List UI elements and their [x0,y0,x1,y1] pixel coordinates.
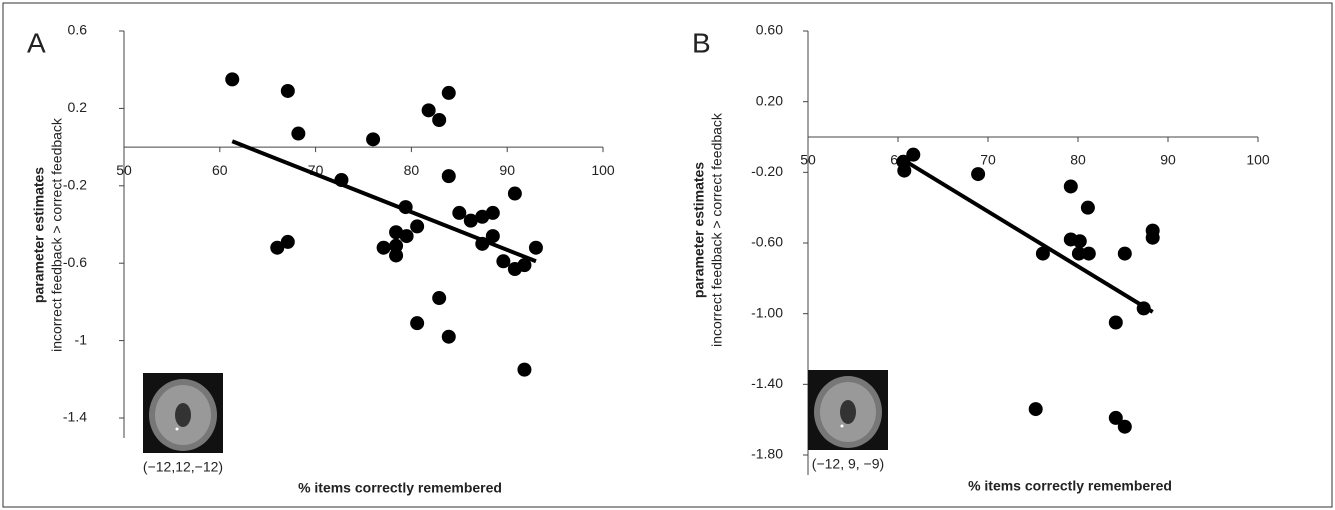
data-point [475,236,490,251]
data-point [270,240,285,255]
y-axis-subtitle: incorrect feedback > correct feedback [709,112,725,347]
data-point [376,240,391,255]
panel-letter: B [692,27,711,58]
y-axis-title: parameter estimates [691,162,707,298]
data-point [1117,246,1132,261]
data-point [441,329,456,344]
data-point [280,234,295,249]
data-point [475,209,490,224]
data-point [906,147,921,162]
y-axis-title: parameter estimates [31,167,47,303]
data-point [421,103,436,118]
data-point [389,225,404,240]
data-point [398,200,413,215]
data-point [463,213,478,228]
data-point [1071,246,1086,261]
y-tick-label: 0.20 [756,92,783,108]
data-point [485,229,500,244]
x-axis-title: % items correctly remembered [298,480,502,496]
data-point [432,113,447,128]
x-tick-label: 80 [404,162,420,178]
y-tick-label: -0.60 [751,234,783,250]
x-tick-label: 50 [800,152,816,168]
x-tick-label: 80 [1070,152,1086,168]
data-point [410,316,425,331]
y-tick-label: -1.00 [751,304,783,320]
y-tick-label: 0.2 [68,99,88,115]
brain-image-roi [840,424,844,428]
data-point [897,163,912,178]
data-point [1028,402,1043,417]
data-point [1035,246,1050,261]
data-point [1108,315,1123,330]
data-point [225,72,240,87]
x-axis-title: % items correctly remembered [968,478,1172,494]
y-tick-label: -1 [75,331,88,347]
data-point [334,172,349,187]
data-point [432,291,447,306]
x-tick-label: 50 [116,162,132,178]
data-point [291,126,306,141]
data-point [517,362,532,377]
data-point [517,258,532,273]
data-point [441,169,456,184]
data-point [1063,179,1078,194]
data-point [496,254,511,269]
x-tick-label: 90 [1160,152,1176,168]
fit-line [902,158,1154,314]
y-tick-label: -1.80 [751,446,783,462]
data-point [1080,200,1095,215]
coordinate-caption: (−12,12,−12) [143,459,223,475]
brain-image-ventricle [840,400,856,424]
y-tick-label: 0.60 [756,22,783,38]
y-axis-subtitle: incorrect feedback > correct feedback [49,117,65,352]
x-tick-label: 60 [212,162,228,178]
data-point [1081,246,1096,261]
panel-letter: A [27,27,46,58]
y-tick-label: -0.20 [751,163,783,179]
y-tick-label: -1.40 [751,375,783,391]
y-tick-label: 0.6 [68,22,88,38]
data-point [1136,301,1151,316]
data-point [410,219,425,234]
y-tick-label: -1.4 [63,409,87,425]
x-tick-label: 100 [591,162,615,178]
data-point [528,240,543,255]
data-point [366,132,381,147]
data-point [1145,230,1160,245]
data-point [1108,410,1123,425]
brain-image-roi [175,427,179,431]
coordinate-caption: (−12, 9, −9) [812,456,884,472]
data-point [1117,419,1132,434]
data-point [389,238,404,253]
x-tick-label: 90 [499,162,515,178]
data-point [399,229,414,244]
data-point [441,85,456,100]
data-point [485,205,500,220]
data-point [389,248,404,263]
y-tick-label: -0.6 [63,254,87,270]
x-tick-label: 100 [1246,152,1270,168]
x-tick-label: 70 [980,152,996,168]
y-tick-label: -0.2 [63,177,87,193]
data-point [1072,234,1087,249]
brain-image-ventricle [175,403,191,427]
data-point [971,167,986,182]
data-point [280,83,295,98]
data-point [507,186,522,201]
data-point [452,205,467,220]
